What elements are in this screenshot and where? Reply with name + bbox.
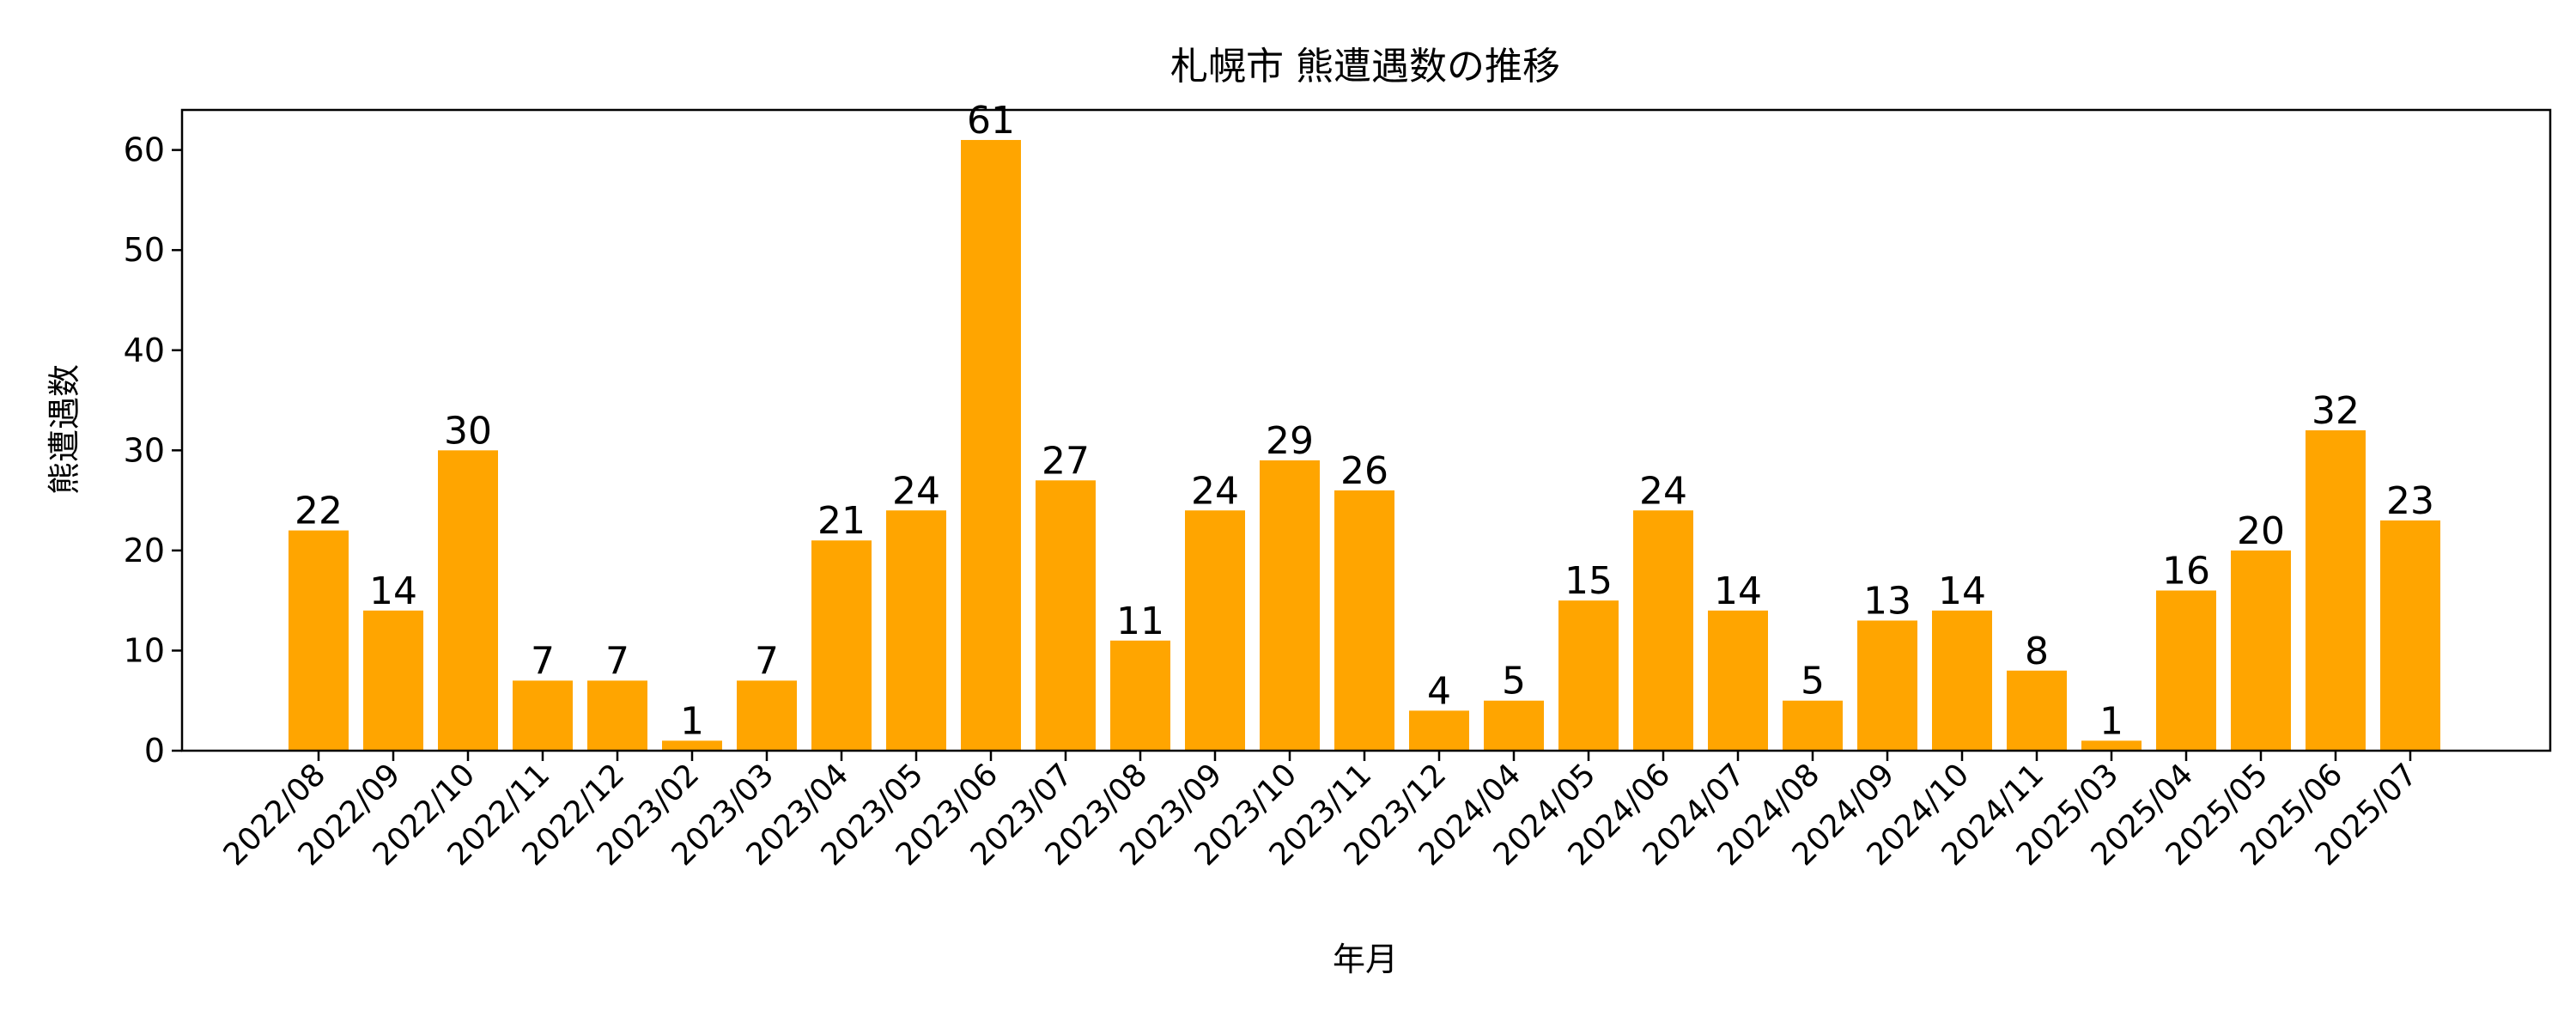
bar-value-label: 5 xyxy=(1801,660,1825,703)
bars-group xyxy=(289,139,2440,751)
y-tick-label: 40 xyxy=(124,332,165,369)
bar-2024-08 xyxy=(1783,700,1843,751)
bar-value-label: 27 xyxy=(1042,439,1090,483)
bar-2023-06 xyxy=(961,139,1021,751)
bar-2024-11 xyxy=(2007,670,2067,751)
bar-2025-04 xyxy=(2156,590,2216,751)
bar-2023-08 xyxy=(1110,640,1170,751)
bar-value-label: 24 xyxy=(1639,469,1687,513)
bar-value-label: 23 xyxy=(2386,479,2434,523)
bar-2023-04 xyxy=(811,540,872,751)
x-axis: 2022/082022/092022/102022/112022/122023/… xyxy=(217,751,2424,873)
y-tick-label: 30 xyxy=(124,431,165,469)
bar-value-label: 4 xyxy=(1427,669,1451,713)
bar-2025-03 xyxy=(2081,740,2142,751)
bar-value-label: 14 xyxy=(369,569,417,613)
bar-value-label: 24 xyxy=(1191,469,1239,513)
bar-2024-05 xyxy=(1558,600,1619,751)
bar-2022-10 xyxy=(438,450,498,751)
bar-value-label: 14 xyxy=(1938,569,1986,613)
bar-2022-09 xyxy=(363,610,423,751)
bar-2024-09 xyxy=(1857,620,1917,751)
bar-value-label: 29 xyxy=(1266,419,1314,463)
bar-2024-04 xyxy=(1484,700,1544,751)
bar-value-label: 7 xyxy=(755,639,779,683)
y-tick-label: 10 xyxy=(124,631,165,669)
bar-value-label: 30 xyxy=(444,409,492,453)
bar-2023-02 xyxy=(662,740,722,751)
bar-labels-group: 22 14 30 7 7 1 7 21 24 61 27 11 24 29 26 4 5 15 24 14 5 13 14 8… xyxy=(295,99,2434,743)
bar-value-label: 5 xyxy=(1502,660,1526,703)
bar-value-label: 26 xyxy=(1340,449,1388,493)
bar-value-label: 32 xyxy=(2312,389,2360,433)
bar-value-label: 24 xyxy=(892,469,940,513)
bar-2025-06 xyxy=(2306,430,2366,751)
bar-2024-07 xyxy=(1708,610,1768,751)
bar-2022-11 xyxy=(513,680,573,751)
bar-value-label: 14 xyxy=(1714,569,1762,613)
bar-2023-03 xyxy=(737,680,797,751)
bar-2022-08 xyxy=(289,530,349,751)
bar-value-label: 7 xyxy=(605,639,629,683)
bar-value-label: 8 xyxy=(2025,630,2049,673)
bar-value-label: 13 xyxy=(1863,579,1911,623)
plot-frame xyxy=(180,108,2552,752)
y-tick-label: 50 xyxy=(124,231,165,269)
x-axis-label: 年月 xyxy=(1333,941,1398,978)
bar-2023-07 xyxy=(1036,480,1096,751)
bar-value-label: 11 xyxy=(1116,600,1164,643)
bar-2025-05 xyxy=(2231,550,2291,751)
y-tick-label: 0 xyxy=(144,732,165,770)
bar-value-label: 16 xyxy=(2162,550,2210,594)
y-tick-label: 60 xyxy=(124,131,165,169)
bar-2023-09 xyxy=(1185,510,1245,751)
y-tick-label: 20 xyxy=(124,532,165,569)
bar-value-label: 1 xyxy=(680,699,704,743)
y-axis: 0 10 20 30 40 50 60 xyxy=(124,131,182,770)
chart-title: 札幌市 熊遭遇数の推移 xyxy=(1170,45,1560,88)
bar-2023-12 xyxy=(1409,710,1469,751)
bar-2023-05 xyxy=(886,510,946,751)
y-axis-label: 熊遭遇数 xyxy=(46,364,83,495)
bar-2024-10 xyxy=(1932,610,1992,751)
bar-2024-06 xyxy=(1633,510,1693,751)
bar-2023-10 xyxy=(1260,460,1320,751)
bar-value-label: 7 xyxy=(531,639,555,683)
bar-value-label: 1 xyxy=(2099,699,2123,743)
bar-2022-12 xyxy=(587,680,647,751)
bar-value-label: 61 xyxy=(967,99,1015,143)
bar-2023-11 xyxy=(1334,490,1394,751)
bar-value-label: 20 xyxy=(2237,509,2285,553)
bar-value-label: 22 xyxy=(295,490,343,533)
bar-2025-07 xyxy=(2380,520,2440,751)
bar-value-label: 21 xyxy=(817,499,866,543)
bar-value-label: 15 xyxy=(1564,559,1613,603)
